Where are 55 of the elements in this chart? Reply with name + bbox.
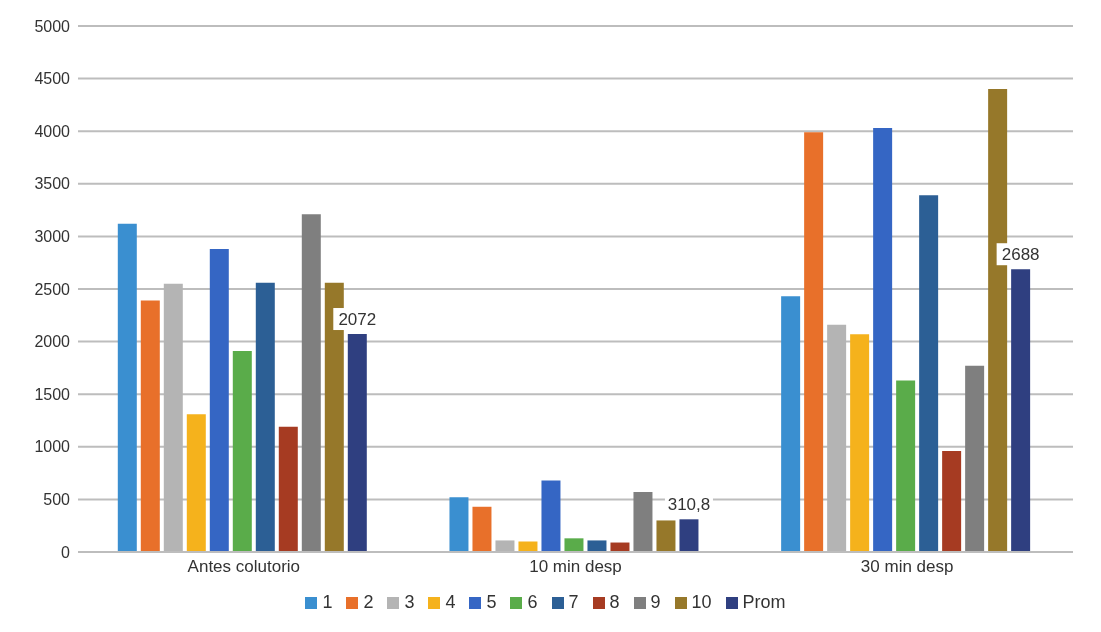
data-label: 2688 xyxy=(1001,245,1040,265)
bar xyxy=(541,480,561,552)
legend-label: 8 xyxy=(608,592,620,613)
legend-label: 1 xyxy=(321,592,333,613)
y-tick-label: 5000 xyxy=(34,17,71,35)
bar xyxy=(656,520,676,552)
bar xyxy=(449,497,469,552)
bar xyxy=(942,451,962,552)
legend-label: 6 xyxy=(526,592,538,613)
y-tick-label: 2000 xyxy=(34,333,71,351)
bar xyxy=(301,214,321,552)
y-tick-label: 0 xyxy=(61,543,71,561)
bar xyxy=(873,128,893,552)
data-label: 2072 xyxy=(338,310,377,330)
bar xyxy=(255,282,275,552)
x-tick-label: Antes colutorio xyxy=(187,557,301,577)
bar xyxy=(564,538,584,552)
legend-label: 3 xyxy=(403,592,415,613)
y-tick-label: 1500 xyxy=(34,385,71,403)
bar xyxy=(209,249,229,552)
y-tick-label: 4500 xyxy=(34,70,71,88)
x-tick-label: 10 min desp xyxy=(529,557,622,577)
bar xyxy=(896,380,916,552)
bar xyxy=(587,540,607,552)
legend-label: 5 xyxy=(485,592,497,613)
legend-label: 10 xyxy=(690,592,712,613)
x-tick-label: 30 min desp xyxy=(860,557,954,577)
legend-label: Prom xyxy=(741,592,786,613)
bar xyxy=(186,414,206,552)
bar xyxy=(781,296,801,552)
legend-label: 4 xyxy=(444,592,456,613)
bar xyxy=(804,132,824,552)
bar xyxy=(140,300,160,552)
bar xyxy=(472,506,492,552)
bar xyxy=(117,223,137,552)
y-tick-label: 2500 xyxy=(34,280,71,298)
bar xyxy=(278,426,298,552)
bar xyxy=(232,351,252,552)
bar xyxy=(633,492,653,552)
legend-label: 7 xyxy=(567,592,579,613)
y-tick-label: 1000 xyxy=(34,438,71,456)
bar xyxy=(347,334,367,552)
bar xyxy=(850,334,870,552)
y-tick-label: 4000 xyxy=(34,122,71,140)
bar xyxy=(679,519,699,552)
bar xyxy=(919,195,939,552)
y-tick-label: 3500 xyxy=(34,175,71,193)
legend-label: 2 xyxy=(362,592,374,613)
legend-label: 9 xyxy=(649,592,661,613)
bar xyxy=(1011,269,1031,552)
bar xyxy=(965,365,985,552)
y-tick-label: 3000 xyxy=(34,228,71,246)
data-label: 310,8 xyxy=(667,495,711,515)
y-tick-label: 500 xyxy=(43,491,71,509)
bar xyxy=(518,541,538,552)
